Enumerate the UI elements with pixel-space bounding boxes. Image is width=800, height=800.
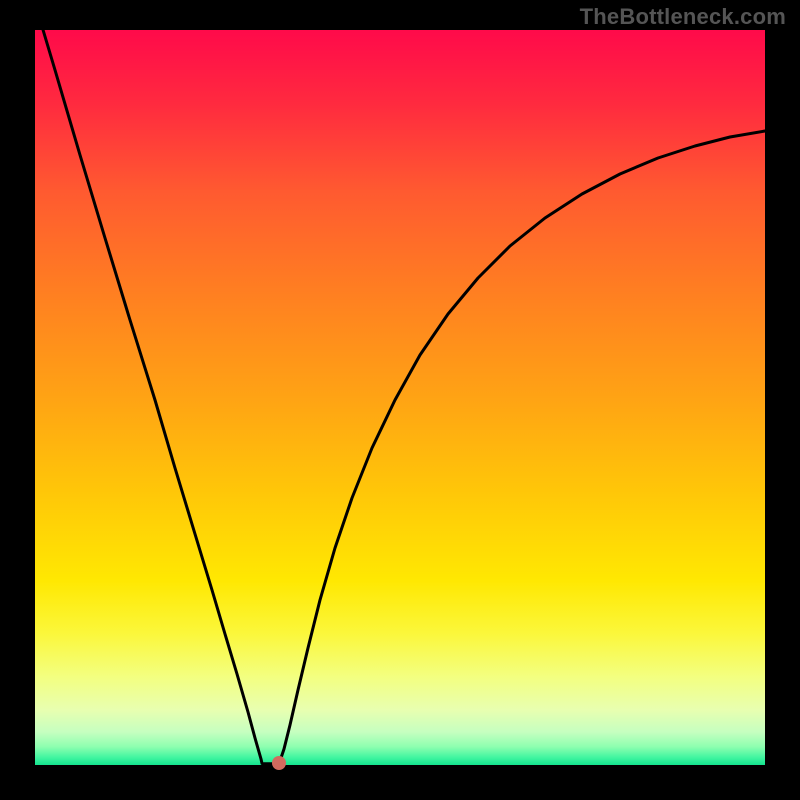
curve-layer: [0, 0, 800, 800]
chart-frame: TheBottleneck.com: [0, 0, 800, 800]
min-marker: [272, 756, 286, 770]
bottleneck-curve: [35, 3, 765, 764]
